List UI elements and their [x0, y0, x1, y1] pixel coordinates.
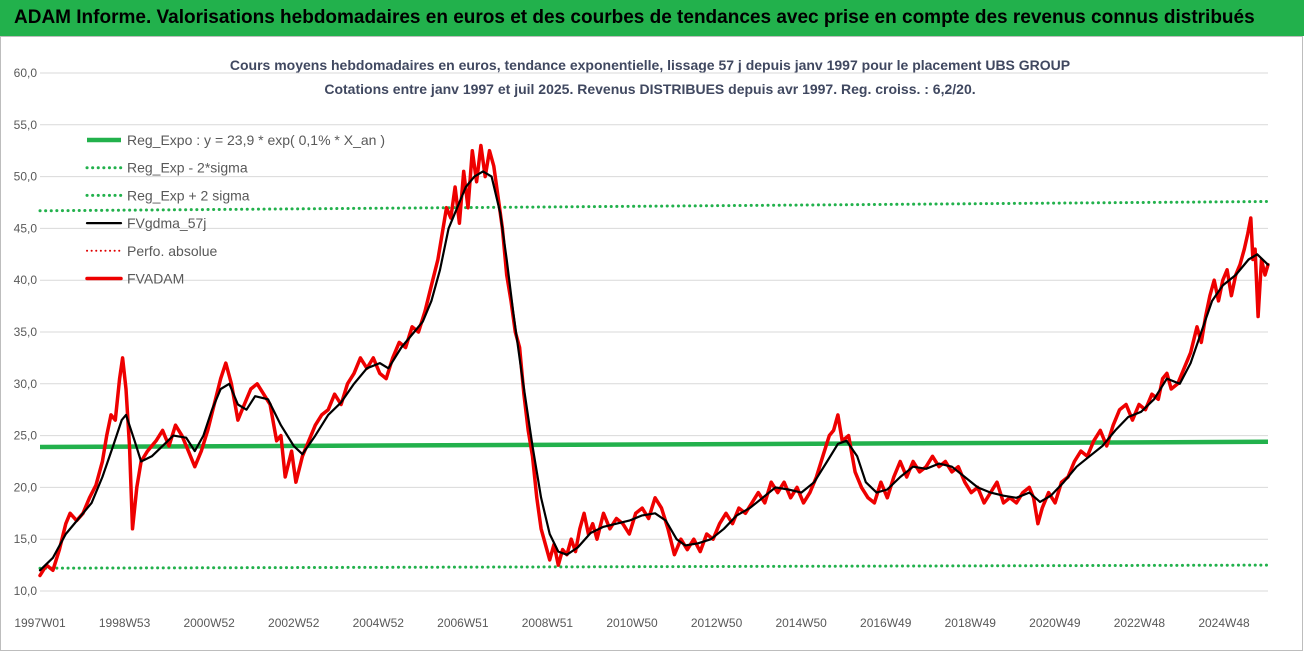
- series-line-0: [39, 439, 1269, 450]
- x-tick-label: 2016W49: [860, 616, 912, 630]
- series-line-2: [38, 200, 1270, 213]
- x-tick-label: 2008W51: [522, 616, 574, 630]
- chart-frame: [0, 36, 1303, 651]
- legend-label: Reg_Exp - 2*sigma: [127, 160, 248, 176]
- page-title: ADAM Informe. Valorisations hebdomadaire…: [14, 7, 1255, 28]
- legend-label: FVADAM: [127, 271, 184, 287]
- y-tick-label: 15,0: [14, 532, 38, 546]
- x-tick-label: 2014W50: [775, 616, 827, 630]
- plot-series: [38, 143, 1270, 578]
- y-tick-label: 55,0: [14, 118, 38, 132]
- legend-label: Reg_Expo : y = 23,9 * exp( 0,1% * X_an ): [127, 132, 385, 148]
- x-tick-label: 2004W52: [353, 616, 405, 630]
- x-tick-label: 2006W51: [437, 616, 489, 630]
- x-tick-label: 2018W49: [945, 616, 997, 630]
- legend-label: Perfo. absolue: [127, 243, 217, 259]
- y-tick-label: 25,0: [14, 429, 38, 443]
- x-tick-label: 2024W48: [1198, 616, 1250, 630]
- chart-area: Cours moyens hebdomadaires en euros, ten…: [14, 57, 1270, 630]
- x-tick-label: 2000W52: [183, 616, 235, 630]
- series-line-3: [38, 170, 1270, 572]
- legend-label: FVgdma_57j: [127, 215, 206, 231]
- y-tick-label: 10,0: [14, 584, 38, 598]
- x-tick-label: 1998W53: [99, 616, 151, 630]
- x-tick-label: 2022W48: [1114, 616, 1166, 630]
- x-tick-label: 2020W49: [1029, 616, 1081, 630]
- gridlines: [40, 72, 1268, 592]
- x-tick-label: 2012W50: [691, 616, 743, 630]
- y-tick-label: 35,0: [14, 325, 38, 339]
- y-tick-label: 60,0: [14, 66, 38, 80]
- y-tick-label: 45,0: [14, 221, 38, 235]
- y-tick-label: 30,0: [14, 377, 38, 391]
- chart-title-line-2: Cotations entre janv 1997 et juil 2025. …: [324, 81, 975, 97]
- x-axis-tick-labels: 1997W01 1998W53 2000W52 2002W52 2004W52 2006W…: [14, 616, 1250, 630]
- page-title-banner: ADAM Informe. Valorisations hebdomadaire…: [0, 0, 1304, 36]
- legend: Reg_Expo : y = 23,9 * exp( 0,1% * X_an )…: [85, 132, 385, 287]
- x-tick-label: 1997W01: [14, 616, 66, 630]
- y-axis-tick-labels: 10,0 15,0 20,0 25,0 30,0 35,0 40,0 45,0 50,0 55,0…: [14, 66, 38, 598]
- series-line-5: [38, 143, 1270, 578]
- y-tick-label: 20,0: [14, 480, 38, 494]
- series-line-1: [38, 563, 1270, 570]
- x-tick-label: 2002W52: [268, 616, 320, 630]
- y-tick-label: 40,0: [14, 273, 38, 287]
- x-tick-label: 2010W50: [606, 616, 658, 630]
- chart-title-line-1: Cours moyens hebdomadaires en euros, ten…: [230, 57, 1070, 73]
- y-tick-label: 50,0: [14, 170, 38, 184]
- legend-label: Reg_Exp + 2 sigma: [127, 187, 250, 203]
